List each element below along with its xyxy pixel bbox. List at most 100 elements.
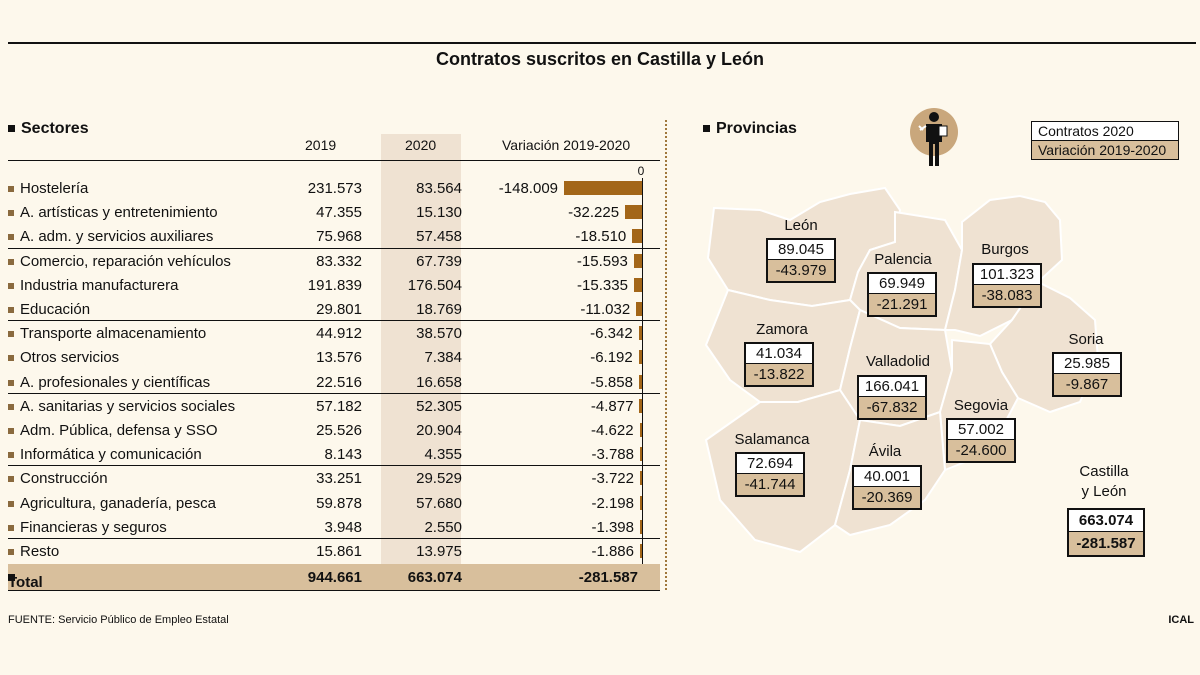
variacion-bar [633, 277, 642, 292]
value-variacion: -3.722 [591, 470, 634, 488]
value-2020: 16.658 [416, 373, 462, 391]
province-variacion: -41.744 [737, 473, 803, 495]
sector-label-text: Comercio, reparación vehículos [20, 252, 231, 270]
value-2020: 57.458 [416, 228, 462, 246]
sector-label: Informática y comunicación [8, 446, 202, 463]
value-2019: 15.861 [316, 543, 362, 560]
sector-label-text: A. profesionales y científicas [20, 373, 211, 391]
variacion-bar [640, 447, 642, 462]
variacion-bar [633, 253, 642, 268]
value-variacion: -11.032 [580, 301, 631, 318]
legend-variacion: Variación 2019-2020 [1032, 140, 1178, 159]
top-rule [8, 42, 1196, 44]
sector-label: A. sanitarias y servicios sociales [8, 398, 235, 415]
value-2020: 2.550 [424, 518, 462, 536]
sector-label-text: Resto [20, 543, 60, 560]
sector-label-text: Hostelería [20, 180, 89, 197]
value-2019: 191.839 [307, 276, 362, 294]
chart-title: Contratos suscritos en Castilla y León [435, 49, 765, 69]
sector-row: Financieras y seguros 3.948 2.550 -1.398 [8, 515, 660, 539]
value-2020: 20.904 [416, 422, 462, 439]
sector-row: Hostelería 231.573 83.564 -148.009 [8, 176, 660, 200]
variacion-bar [640, 519, 642, 534]
sector-label: A. adm. y servicios auxiliares [8, 228, 213, 245]
province-box: 25.985 -9.867 [1052, 352, 1122, 397]
sector-row: A. sanitarias y servicios sociales 57.182… [8, 394, 660, 418]
province-contratos: 57.002 [948, 420, 1014, 439]
province-name: Palencia [874, 251, 932, 268]
sector-label-text: A. sanitarias y servicios sociales [20, 397, 236, 415]
region-name-line1: Castilla [1079, 463, 1129, 480]
value-2019: 8.143 [324, 446, 362, 464]
row-bullet-icon [8, 234, 14, 241]
province-contratos: 101.323 [974, 265, 1040, 284]
sector-label-text: Agricultura, ganadería, pesca [20, 494, 216, 512]
total-label-text: Total [8, 574, 43, 591]
total-variacion: -281.587 [578, 569, 638, 586]
value-2020: 18.769 [416, 301, 462, 318]
value-variacion: -1.398 [591, 518, 634, 536]
column-header-2020: 2020 [405, 137, 437, 153]
region-name: Castilla y León [1064, 462, 1144, 502]
value-variacion: -15.335 [577, 276, 628, 294]
row-bullet-icon [8, 355, 14, 362]
value-variacion: -5.858 [590, 373, 633, 391]
value-2019: 59.878 [316, 494, 362, 512]
row-bullet-icon [8, 500, 14, 507]
bottom-rule [8, 590, 660, 591]
value-variacion: -6.192 [590, 349, 633, 367]
variacion-bar [638, 350, 642, 365]
sector-row: A. profesionales y científicas 22.516 16.6… [8, 370, 660, 394]
sector-row: Construcción 33.251 29.529 -3.722 [8, 466, 660, 490]
province-box: 166.041 -67.832 [857, 375, 927, 420]
value-variacion: -1.886 [591, 543, 634, 560]
province-box: 41.034 -13.822 [744, 342, 814, 387]
sector-row: Agricultura, ganadería, pesca 59.878 57.68… [8, 491, 660, 515]
province-contratos: 41.034 [746, 344, 812, 363]
value-2020: 7.384 [424, 349, 462, 367]
sector-row: Otros servicios 13.576 7.384 -6.192 [8, 345, 660, 369]
value-variacion: -3.788 [591, 446, 634, 464]
sector-label-text: Construcción [20, 470, 108, 488]
sector-label: Industria manufacturera [8, 277, 178, 294]
value-2020: 13.975 [416, 543, 462, 560]
zero-axis-line [642, 178, 643, 566]
group-separator [8, 392, 660, 394]
value-2019: 22.516 [316, 373, 362, 391]
row-bullet-icon [8, 452, 14, 459]
column-2020-highlight [381, 134, 461, 564]
sector-label: Educación [8, 301, 90, 318]
province-contratos: 89.045 [768, 240, 834, 259]
row-bullet-icon [8, 258, 14, 265]
value-variacion: -4.877 [590, 397, 634, 415]
credit: ICAL [1168, 614, 1194, 626]
province-name: Zamora [756, 321, 808, 338]
province-name: Soria [1068, 331, 1104, 348]
sector-label-text: Transporte almacenamiento [20, 325, 207, 343]
value-2020: 29.529 [416, 470, 462, 488]
sector-label: Comercio, reparación vehículos [8, 253, 231, 270]
group-separator [8, 538, 660, 539]
sector-label: A. profesionales y científicas [8, 374, 210, 391]
sectores-heading-text: Sectores [21, 120, 89, 137]
region-variacion: -281.587 [1069, 531, 1143, 555]
axis-zero-label: 0 [637, 164, 645, 178]
row-bullet-icon [8, 549, 14, 556]
source-note: FUENTE: Servicio Público de Empleo Estat… [8, 614, 229, 626]
variacion-bar [638, 326, 642, 341]
variacion-bar [625, 205, 642, 220]
sector-label: Construcción [8, 470, 108, 487]
row-bullet-icon [8, 210, 14, 217]
province-box: 101.323 -38.083 [972, 263, 1042, 308]
value-2020: 83.564 [416, 180, 462, 197]
value-variacion: -15.593 [576, 252, 628, 270]
variacion-bar [632, 229, 642, 244]
sector-row: Adm. Pública, defensa y SSO 25.526 20.904 -… [8, 418, 660, 442]
sector-label-text: Educación [20, 301, 91, 318]
row-bullet-icon [8, 282, 14, 289]
province-name: Salamanca [734, 431, 810, 448]
legend-contratos: Contratos 2020 [1032, 122, 1178, 140]
province-contratos: 166.041 [859, 377, 925, 396]
value-2020: 67.739 [416, 252, 462, 270]
sector-row: A. adm. y servicios auxiliares 75.968 57.4… [8, 224, 660, 248]
